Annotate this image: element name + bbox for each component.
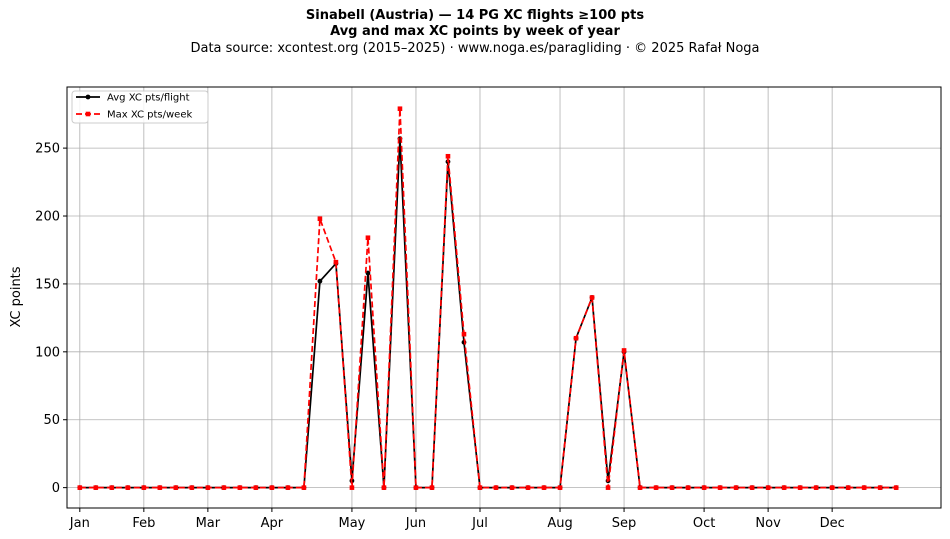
- data-point-max: [621, 348, 627, 353]
- data-point-max: [237, 485, 243, 490]
- data-point-max: [269, 485, 275, 490]
- chart-subtitle: Data source: xcontest.org (2015–2025) · …: [190, 41, 760, 56]
- data-point-max: [893, 485, 899, 490]
- data-point-max: [253, 485, 259, 490]
- data-point-max: [429, 485, 435, 490]
- data-point-max: [301, 485, 307, 490]
- chart-title: Sinabell (Austria) — 14 PG XC flights ≥1…: [305, 8, 645, 23]
- data-point-max: [77, 485, 83, 490]
- data-point-max: [733, 485, 739, 490]
- grid: [67, 87, 941, 508]
- x-tick-label-oct: Oct: [693, 516, 715, 531]
- data-point-max: [653, 485, 659, 490]
- data-point-max: [285, 485, 291, 490]
- legend: Avg XC pts/flight Max XC pts/week: [71, 90, 209, 124]
- data-point-max: [349, 485, 355, 490]
- plot-frame: [66, 86, 942, 509]
- legend-box: [71, 90, 209, 124]
- x-tick-label-may: May: [338, 516, 365, 531]
- data-point-max: [189, 485, 195, 490]
- data-point-max: [861, 485, 867, 490]
- legend-label-2: Max XC pts/week: [107, 110, 192, 121]
- data-point-max: [317, 216, 323, 222]
- data-point-max: [461, 331, 467, 337]
- data-point-max: [141, 485, 147, 490]
- data-point-max: [125, 485, 131, 490]
- y-axis: 0 50 100 150 200 250: [35, 142, 67, 496]
- data-point-max: [557, 485, 563, 490]
- data-point-max: [493, 485, 499, 490]
- chart-title-line2: Avg and max XC points by week of year: [330, 24, 620, 39]
- data-point-max: [685, 485, 691, 490]
- data-point-max: [589, 295, 595, 300]
- data-point-max: [749, 485, 755, 490]
- series-group: [77, 106, 899, 491]
- x-tick-label-dec: Dec: [820, 516, 845, 531]
- data-point-max: [93, 485, 99, 490]
- data-point-max: [333, 259, 339, 265]
- x-tick-label-nov: Nov: [755, 516, 781, 531]
- y-axis-label: XC points: [9, 266, 24, 327]
- y-tick-label: 100: [35, 345, 60, 360]
- x-tick-label-sep: Sep: [612, 516, 637, 531]
- legend-label-1: Avg XC pts/flight: [107, 93, 190, 104]
- data-point-max: [157, 485, 163, 490]
- y-tick-label: 0: [52, 481, 60, 496]
- y-tick-label: 50: [43, 413, 60, 428]
- series-line-1: [79, 137, 897, 489]
- x-tick-label-aug: Aug: [547, 516, 572, 531]
- data-point-max: [381, 485, 387, 490]
- data-point-max: [845, 485, 851, 490]
- data-point-max: [797, 485, 803, 490]
- data-point-max: [397, 106, 403, 112]
- data-point-max: [541, 485, 547, 490]
- y-tick-label: 150: [35, 277, 60, 292]
- x-tick-label-jun: Jun: [405, 516, 426, 531]
- data-point-max: [477, 485, 483, 490]
- data-point-max: [765, 485, 771, 490]
- chart-titles: Sinabell (Austria) — 14 PG XC flights ≥1…: [0, 8, 950, 57]
- y-tick-label: 250: [35, 142, 60, 157]
- data-point-max: [829, 485, 835, 490]
- data-point-max: [445, 153, 451, 159]
- x-tick-label-feb: Feb: [132, 516, 155, 531]
- data-point-max: [221, 485, 227, 490]
- data-point-max: [877, 485, 883, 490]
- data-point-max: [109, 485, 115, 490]
- data-point-max: [637, 485, 643, 490]
- data-point-max: [717, 485, 723, 490]
- series-line-2: [79, 107, 897, 489]
- data-point-max: [573, 335, 579, 341]
- x-axis: Jan Feb Mar Apr May Jun Jul Aug Sep Oct Nov Dec: [69, 508, 845, 531]
- y-tick-label: 200: [35, 210, 60, 225]
- data-point-max: [669, 485, 675, 490]
- data-point-max: [605, 485, 611, 490]
- data-point-max: [413, 485, 419, 490]
- x-tick-label-mar: Mar: [196, 516, 221, 531]
- data-point-max: [205, 485, 211, 490]
- legend-marker-2: [85, 111, 91, 117]
- data-point-max: [365, 235, 371, 241]
- data-point-max: [525, 485, 531, 490]
- data-point-max: [701, 485, 707, 490]
- x-tick-label-apr: Apr: [261, 516, 284, 531]
- data-point-max: [173, 485, 179, 490]
- data-point-max: [813, 485, 819, 490]
- data-point-max: [509, 485, 515, 490]
- data-point-avg: [317, 278, 323, 284]
- x-tick-label-jul: Jul: [471, 516, 488, 531]
- data-point-avg: [365, 270, 371, 276]
- data-point-max: [781, 485, 787, 490]
- x-tick-label-jan: Jan: [69, 516, 90, 531]
- legend-marker-1: [85, 94, 91, 100]
